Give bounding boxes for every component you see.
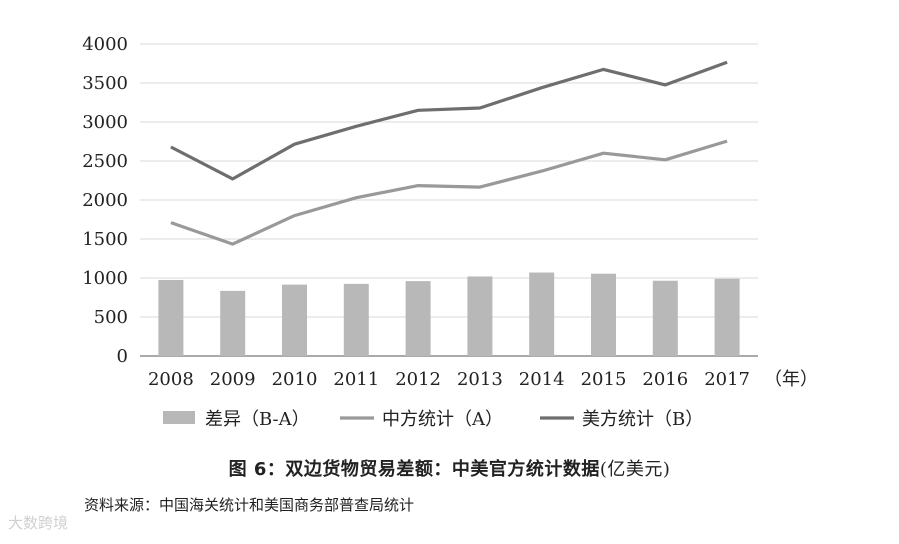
x-tick-label: 2012 — [395, 369, 441, 390]
bar-2012 — [405, 281, 431, 356]
x-tick-label: 2013 — [457, 369, 503, 390]
bar-2014 — [529, 272, 555, 356]
legend-swatch-bar — [163, 411, 195, 424]
y-tick-label: 1000 — [82, 268, 128, 289]
bar-2009 — [220, 290, 246, 356]
x-tick-label: 2016 — [642, 369, 688, 390]
chart-title-unit: (亿美元) — [599, 459, 671, 480]
y-tick-label: 3000 — [82, 112, 128, 133]
bar-2011 — [343, 283, 369, 356]
bar-2013 — [467, 276, 493, 356]
bar-2008 — [158, 279, 184, 356]
x-tick-label: 2010 — [272, 369, 318, 390]
x-axis-ticks: 2008 2009 2010 2011 2012 2013 2014 2015 2016 2017… — [148, 369, 818, 390]
watermark: 大数跨境 — [8, 514, 69, 532]
bar-2010 — [282, 284, 307, 356]
y-tick-label: 0 — [117, 346, 128, 367]
x-tick-label: 2017 — [704, 369, 750, 390]
series-line-0 — [170, 139, 728, 246]
legend-label: 美方统计（B） — [582, 409, 703, 430]
y-tick-label: 4000 — [82, 34, 128, 55]
x-axis-unit: （年） — [764, 369, 818, 390]
bars-difference — [158, 272, 740, 356]
legend: 差异（B-A） 中方统计（A） 美方统计（B） — [163, 409, 703, 430]
series-lines — [170, 60, 728, 246]
legend-label: 中方统计（A） — [382, 409, 503, 430]
x-tick-label: 2015 — [581, 369, 627, 390]
x-tick-label: 2009 — [210, 369, 256, 390]
bar-2015 — [591, 273, 616, 356]
y-tick-label: 1500 — [82, 229, 128, 250]
source-note: 资料来源：中国海关统计和美国商务部普查局统计 — [84, 496, 415, 514]
x-tick-label: 2011 — [333, 369, 379, 390]
y-tick-label: 2000 — [82, 190, 128, 211]
chart-title: 图 6：双边货物贸易差额：中美官方统计数据(亿美元) — [0, 455, 899, 481]
legend-label: 差异（B-A） — [205, 409, 310, 430]
y-tick-label: 2500 — [82, 151, 128, 172]
y-axis-ticks: 0 500 1000 1500 2000 2500 3000 3500 4000 — [82, 34, 128, 367]
y-tick-label: 500 — [94, 307, 128, 328]
bar-2016 — [652, 280, 678, 356]
y-tick-label: 3500 — [82, 73, 128, 94]
bar-2017 — [714, 278, 740, 356]
x-tick-label: 2014 — [519, 369, 565, 390]
series-line-1 — [170, 60, 728, 181]
x-tick-label: 2008 — [148, 369, 194, 390]
chart-title-text: 图 6：双边货物贸易差额：中美官方统计数据 — [228, 459, 600, 480]
